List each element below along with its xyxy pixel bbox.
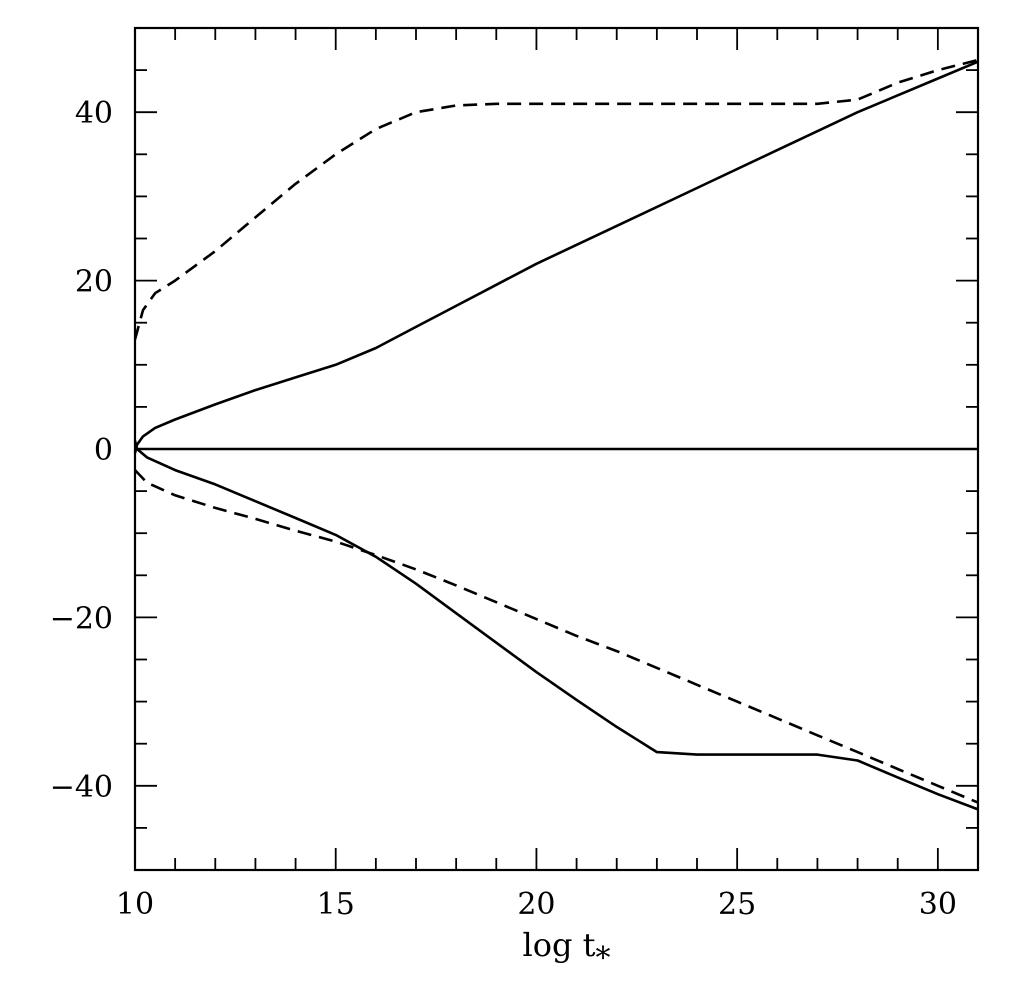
series-line-2 — [133, 58, 979, 340]
x-tick-label: 20 — [517, 887, 555, 922]
tick-labels: 10 15 20 25 30 −40 −20 0 20 40 — [50, 96, 957, 922]
series-layer — [133, 58, 979, 811]
series-line-4 — [134, 469, 979, 804]
y-tick-label: 40 — [75, 96, 113, 131]
y-tick-label: 20 — [75, 265, 113, 300]
series-line-3 — [133, 440, 979, 811]
x-axis-label-subscript: * — [596, 941, 611, 976]
x-tick-label: 10 — [116, 887, 154, 922]
y-tick-label: −20 — [50, 601, 113, 636]
x-tick-label: 15 — [317, 887, 355, 922]
x-tick-label: 25 — [718, 887, 756, 922]
y-tick-label: −40 — [50, 770, 113, 805]
x-tick-label: 30 — [919, 887, 957, 922]
series-line-1 — [133, 60, 979, 454]
y-tick-label: 0 — [94, 433, 113, 468]
x-axis-label-main: log t — [522, 926, 595, 964]
x-axis-label: log t* — [522, 926, 610, 976]
ticks — [134, 27, 979, 871]
